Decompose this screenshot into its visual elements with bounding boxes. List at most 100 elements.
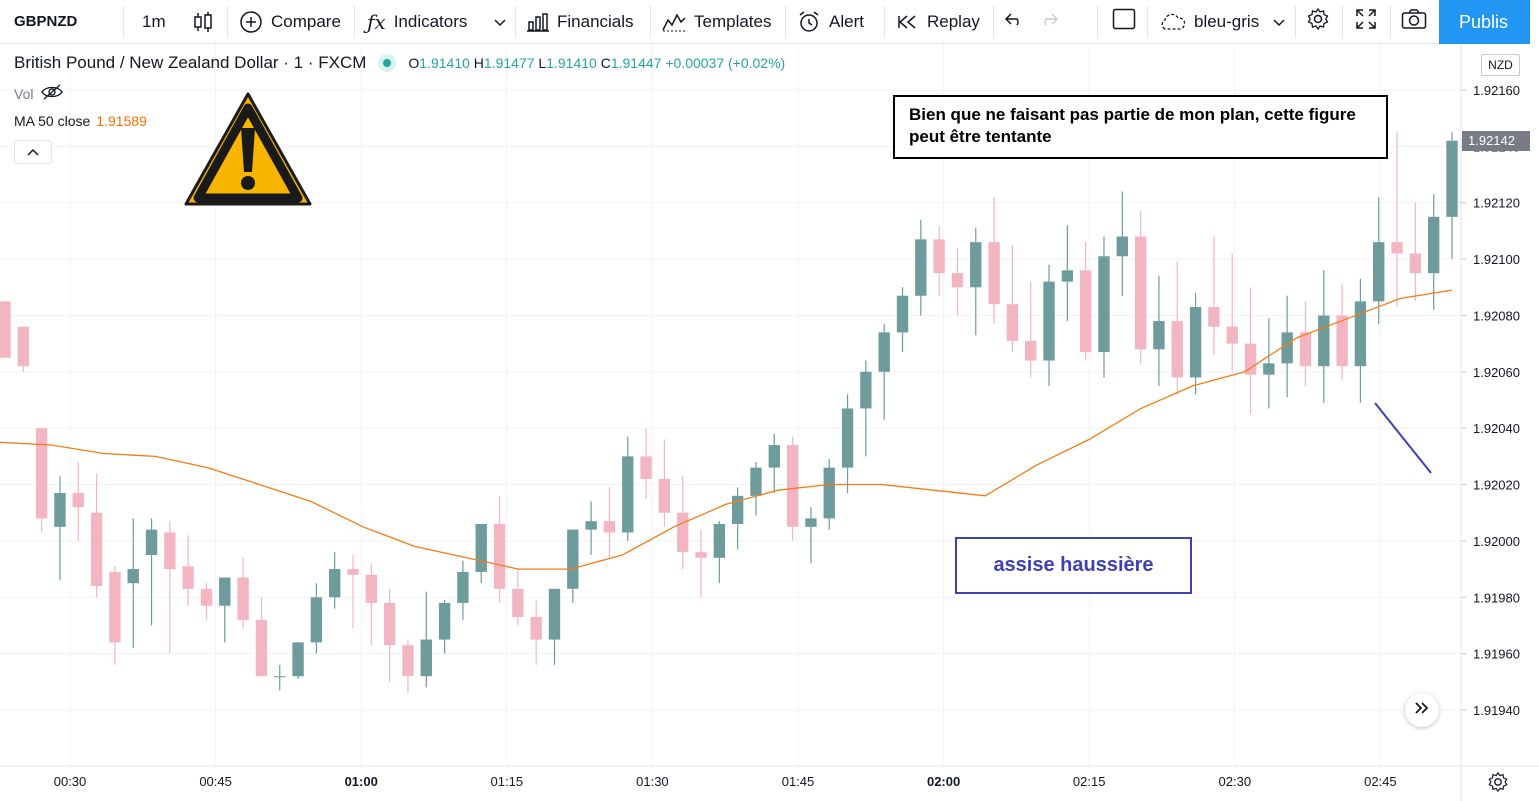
fullscreen-button[interactable]	[1355, 0, 1377, 43]
candle-body	[109, 571, 121, 643]
text-note-support[interactable]: assise haussière	[955, 537, 1192, 594]
ma-legend[interactable]: MA 50 close 1.91589	[14, 113, 147, 129]
candle	[457, 560, 469, 620]
candle	[750, 462, 762, 516]
candle	[1354, 278, 1367, 403]
candle	[255, 597, 268, 677]
candle-body	[90, 512, 103, 586]
undo-button[interactable]	[1004, 0, 1024, 43]
layout-save-button[interactable]: bleu-gris	[1158, 0, 1259, 43]
alarm-clock-icon	[797, 10, 821, 34]
candle-body	[1409, 253, 1422, 274]
candle	[109, 566, 121, 665]
candle-body	[17, 326, 29, 367]
collapse-legend-button[interactable]	[14, 140, 52, 164]
publish-button[interactable]: Publis	[1439, 0, 1539, 44]
gear-icon	[1306, 7, 1330, 36]
candle	[347, 555, 359, 629]
candle-body	[841, 408, 854, 468]
candle	[493, 495, 506, 603]
currency-label[interactable]: NZD	[1481, 54, 1520, 76]
toolbar-divider	[1390, 6, 1391, 38]
candle	[640, 428, 652, 499]
toolbar-divider	[227, 6, 228, 38]
layout-menu-button[interactable]	[1273, 0, 1285, 43]
scroll-to-realtime-button[interactable]	[1405, 693, 1439, 727]
candle-body	[658, 478, 671, 513]
candle-body	[182, 566, 194, 589]
symbol-search-button[interactable]: GBPNZD	[14, 0, 77, 43]
candle	[438, 600, 451, 654]
candle	[292, 642, 304, 679]
templates-button[interactable]: Templates	[662, 0, 771, 43]
candle	[567, 529, 579, 603]
candle-body	[493, 524, 506, 589]
axis-settings-button[interactable]	[1487, 771, 1509, 798]
replay-label: Replay	[927, 11, 980, 31]
candle-body	[1098, 256, 1110, 353]
financials-label: Financials	[557, 11, 634, 31]
candle-body	[1043, 281, 1055, 361]
candle-body	[1446, 140, 1458, 217]
square-icon	[1112, 8, 1136, 35]
ma-line	[0, 289, 1453, 570]
candle	[603, 487, 616, 558]
toolbar-divider	[1147, 6, 1148, 38]
interval-button[interactable]: 1m	[142, 0, 166, 43]
ma-value: 1.91589	[96, 113, 147, 129]
toolbar-divider	[785, 6, 786, 38]
candle-body	[0, 301, 11, 358]
compare-button[interactable]: Compare	[239, 0, 341, 43]
candle-body	[54, 493, 66, 527]
candle	[915, 219, 927, 316]
replay-button[interactable]: Replay	[897, 0, 980, 43]
snapshot-button[interactable]	[1401, 0, 1427, 43]
market-status-dot	[378, 54, 397, 72]
volume-legend[interactable]: Vol	[14, 84, 64, 103]
indicators-menu-button[interactable]	[494, 0, 506, 43]
chart-type-button[interactable]	[193, 0, 221, 43]
candle	[1006, 245, 1019, 353]
indicators-button[interactable]: ƒx Indicators	[367, 0, 467, 43]
warning-sign-icon	[184, 92, 312, 206]
candle-body	[292, 642, 304, 677]
cloud-icon	[1158, 13, 1186, 31]
text-note-warning[interactable]: Bien que ne faisant pas partie de mon pl…	[893, 95, 1388, 159]
candle	[658, 439, 671, 527]
candle-body	[475, 524, 487, 572]
candle	[512, 569, 524, 626]
ma-label: MA 50 close	[14, 113, 91, 129]
toolbar-divider	[993, 6, 994, 38]
candle	[475, 524, 487, 584]
candle	[860, 360, 872, 457]
candle-body	[200, 588, 213, 606]
candle	[1098, 236, 1110, 378]
candle-body	[823, 467, 835, 519]
symbol-label: GBPNZD	[14, 13, 78, 30]
settings-button[interactable]	[1306, 0, 1330, 43]
eye-hidden-icon[interactable]	[41, 84, 64, 103]
redo-icon	[1039, 11, 1059, 32]
candle	[365, 563, 378, 646]
candle-body	[878, 332, 890, 372]
candle-body	[1244, 343, 1257, 375]
redo-button[interactable]	[1039, 0, 1059, 43]
select-layout-button[interactable]	[1112, 0, 1136, 43]
candle	[145, 518, 158, 626]
alert-button[interactable]: Alert	[797, 0, 864, 43]
candle-body	[1263, 363, 1275, 375]
candle-body	[1171, 321, 1183, 378]
candle-body	[1299, 332, 1312, 367]
candle-body	[72, 493, 84, 508]
candle-body	[988, 242, 1000, 305]
candle	[695, 529, 707, 598]
price-chart[interactable]: 1.921601.921401.921201.921001.920801.920…	[0, 44, 1539, 801]
candle	[731, 487, 744, 550]
financials-button[interactable]: Financials	[527, 0, 634, 43]
symbol-title[interactable]: British Pound / New Zealand Dollar · 1 ·…	[14, 53, 367, 72]
candle	[530, 600, 542, 665]
candle-body	[805, 518, 817, 527]
time-tick-label: 02:15	[1073, 774, 1106, 789]
candle	[1263, 318, 1275, 409]
time-tick-label: 01:00	[345, 774, 378, 789]
